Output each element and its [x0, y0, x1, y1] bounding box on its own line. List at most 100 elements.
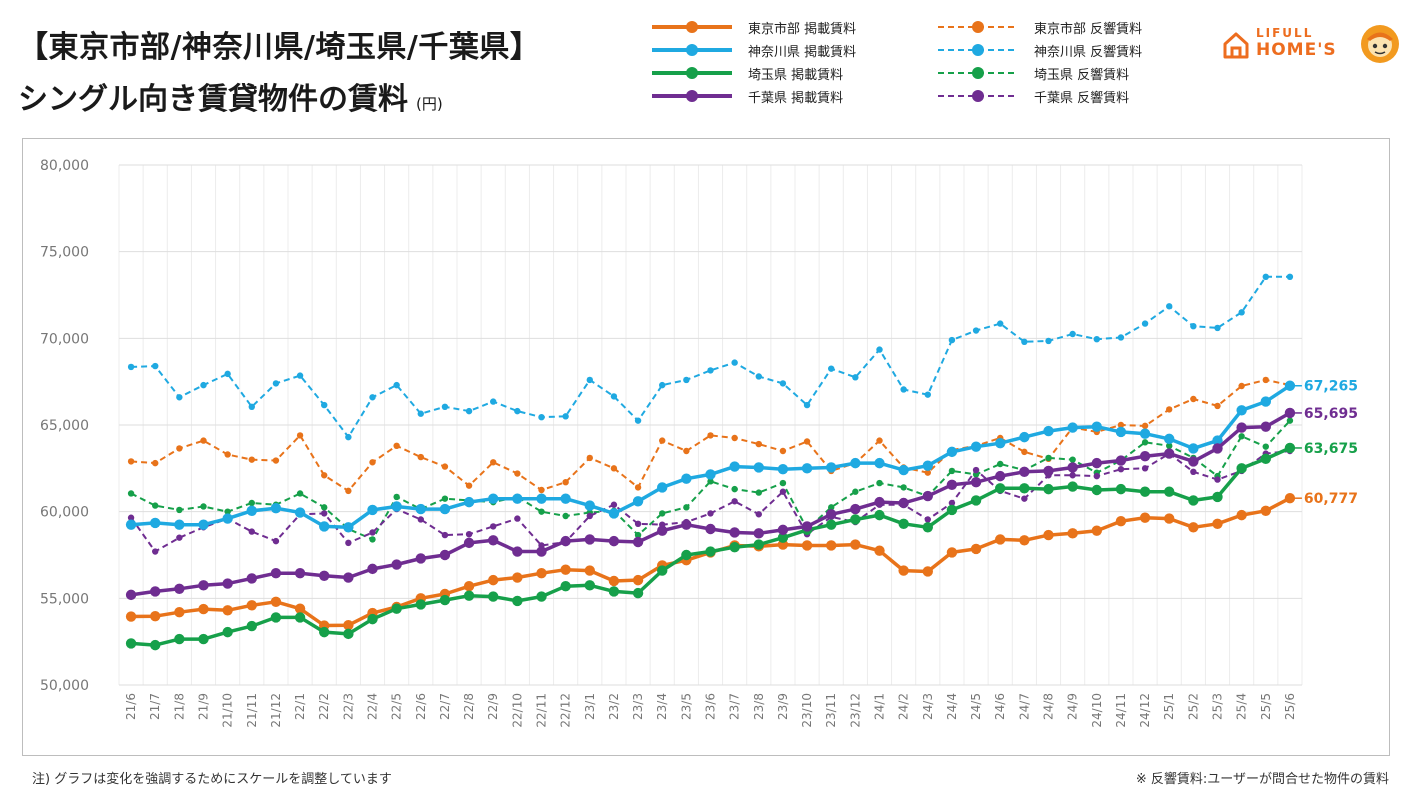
data-point [224, 370, 231, 378]
data-point [1141, 320, 1149, 327]
data-point [150, 517, 161, 529]
data-point [683, 376, 690, 384]
data-point [488, 493, 499, 504]
data-point [150, 639, 161, 651]
data-point [200, 503, 207, 510]
data-point [1284, 492, 1296, 504]
data-point [850, 539, 861, 550]
data-point [343, 572, 354, 583]
data-point [608, 535, 620, 547]
data-point [1238, 309, 1245, 316]
data-point [272, 537, 280, 545]
end-value-label: 67,265 [1304, 379, 1358, 395]
data-point [1236, 463, 1247, 474]
data-point [828, 504, 835, 511]
data-point [1236, 405, 1247, 416]
data-point [1236, 509, 1247, 521]
y-tick-label: 65,000 [40, 418, 89, 434]
x-tick-label: 25/3 [1211, 693, 1225, 720]
data-point [1069, 456, 1076, 463]
data-point [441, 403, 449, 410]
data-point [367, 563, 378, 575]
legend-label: 東京市部 反響賃料 [1034, 21, 1143, 37]
data-point [1262, 376, 1269, 384]
data-point [779, 380, 787, 387]
data-point [200, 381, 207, 389]
data-point [294, 603, 306, 614]
data-point [1043, 529, 1054, 541]
x-tick-label: 21/11 [245, 693, 259, 728]
chart-title-line1: 【東京市部/神奈川県/埼玉県/千葉県】 [18, 30, 541, 65]
data-point [222, 605, 233, 616]
data-point [801, 463, 813, 474]
data-point [898, 565, 909, 576]
data-point [1091, 457, 1102, 469]
series-line [130, 384, 1291, 530]
data-point [1164, 513, 1175, 524]
data-point [562, 479, 569, 486]
x-tick-label: 24/3 [921, 693, 935, 720]
data-point [1212, 435, 1223, 446]
data-point [1260, 453, 1271, 464]
data-point [874, 457, 885, 469]
data-point [753, 462, 764, 473]
data-point [176, 394, 183, 401]
data-point [152, 459, 159, 467]
data-point [343, 522, 354, 533]
data-point [391, 603, 402, 614]
brand-logo: LIFULL HOME'S [1222, 24, 1402, 68]
x-tick-label: 22/12 [559, 693, 573, 728]
data-point [560, 564, 571, 575]
data-point [176, 534, 183, 541]
data-point [1019, 431, 1030, 443]
data-point [1019, 466, 1030, 477]
data-point [1069, 330, 1076, 338]
data-point [900, 484, 907, 491]
x-tick-label: 24/2 [897, 693, 911, 720]
x-tick-label: 24/12 [1138, 693, 1152, 728]
data-point [538, 486, 545, 494]
data-point [490, 523, 497, 530]
data-point [707, 367, 714, 374]
data-point [948, 467, 956, 475]
data-point [393, 381, 400, 389]
data-point [755, 440, 762, 448]
x-tick-label: 23/3 [631, 693, 645, 720]
data-point [1188, 443, 1199, 454]
data-point [512, 493, 523, 504]
data-point [198, 519, 209, 530]
x-tick-label: 23/6 [704, 693, 718, 720]
data-point [1214, 402, 1221, 410]
x-tick-label: 22/4 [366, 693, 380, 720]
line-chart: 50,000 55,000 60,000 65,000 70,000 75,000 80,0… [40, 158, 1358, 728]
data-point [439, 594, 451, 606]
data-point [319, 570, 330, 581]
data-point [1212, 518, 1223, 529]
data-point [560, 535, 571, 547]
data-point [465, 531, 473, 538]
x-tick-label: 21/8 [172, 693, 186, 720]
x-tick-label: 24/8 [1042, 693, 1056, 720]
x-tick-label: 24/1 [873, 693, 887, 720]
x-tick-label: 24/11 [1114, 693, 1128, 728]
data-point [946, 446, 958, 458]
data-point [850, 457, 861, 469]
data-point [125, 611, 137, 622]
data-point [152, 362, 159, 370]
data-point [393, 493, 400, 501]
data-point [127, 490, 135, 497]
data-point [1115, 426, 1127, 438]
data-point [852, 374, 859, 381]
legend-swatch-icon [938, 44, 1018, 56]
data-point [1139, 486, 1151, 497]
x-tick-label: 25/6 [1283, 693, 1297, 720]
data-point [224, 451, 231, 458]
data-point [1141, 439, 1149, 446]
data-point [729, 461, 740, 472]
data-point [174, 607, 185, 618]
data-point [1067, 462, 1078, 473]
data-point [1019, 535, 1030, 546]
chart-frame: 50,000 55,000 60,000 65,000 70,000 75,000 80,0… [22, 138, 1390, 756]
data-point [972, 327, 980, 334]
legend-swatch-icon [652, 21, 732, 33]
